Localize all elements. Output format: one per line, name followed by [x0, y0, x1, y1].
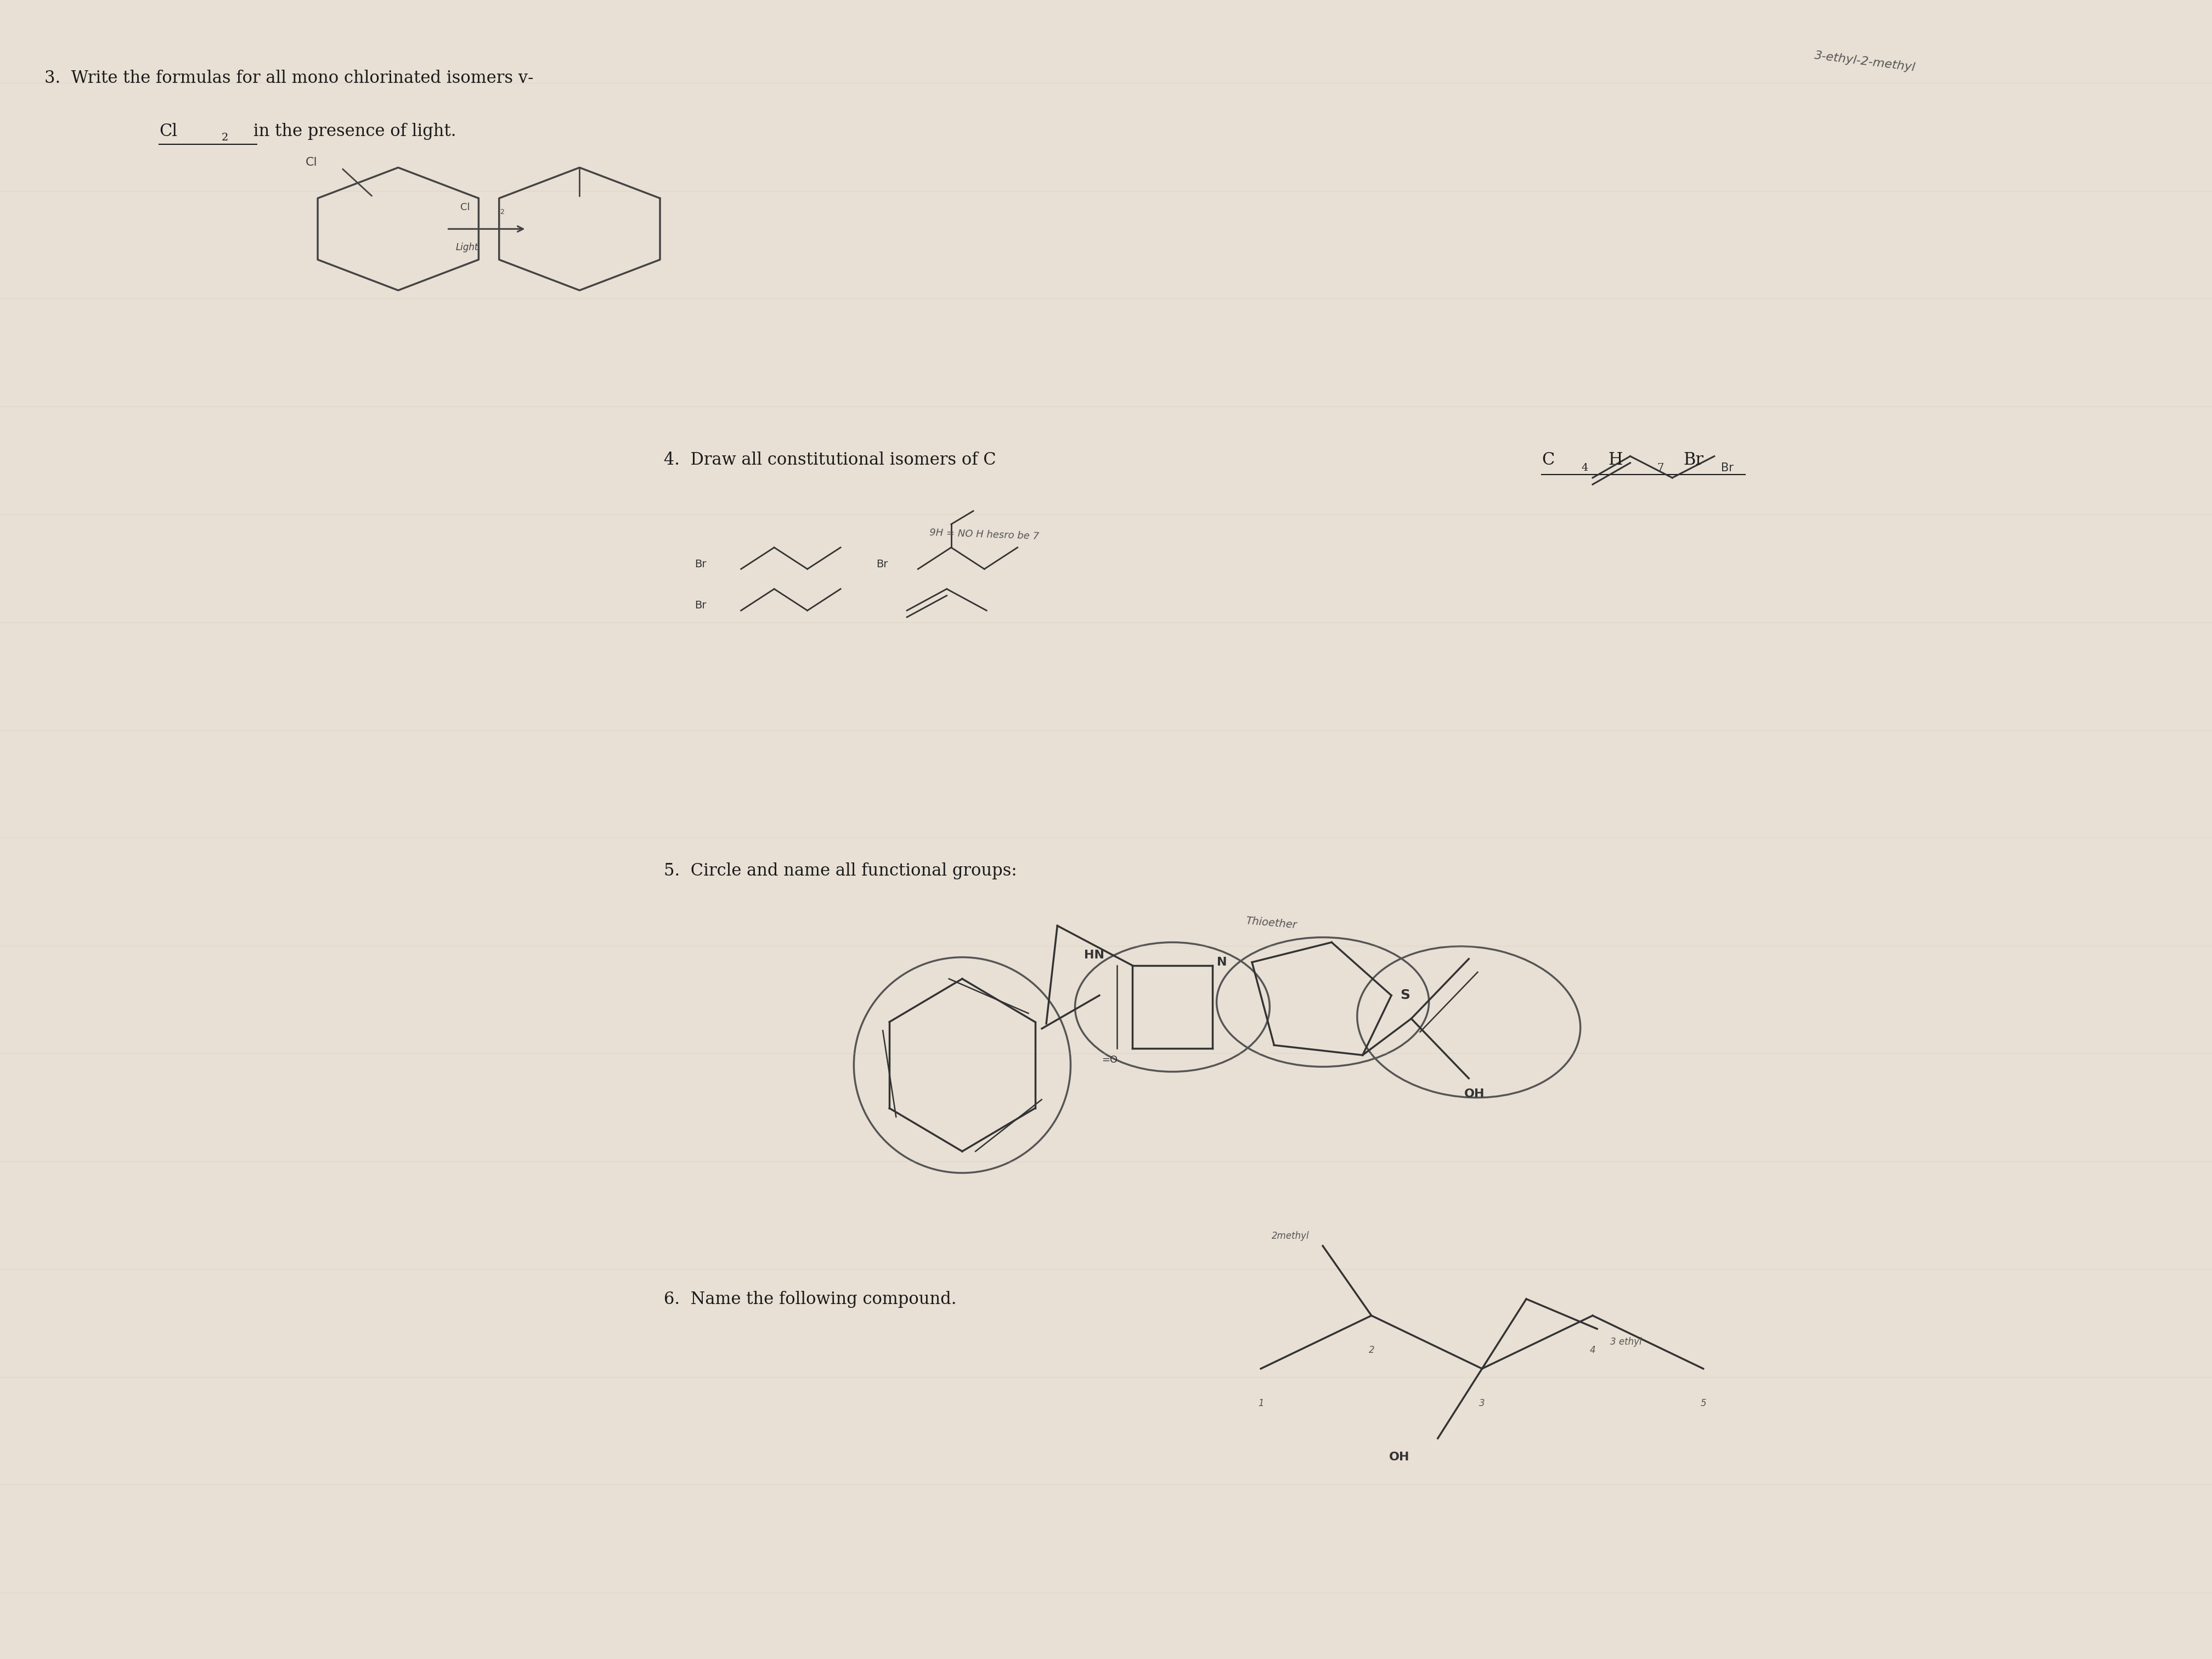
Text: Br: Br	[1683, 451, 1703, 468]
Text: S: S	[1400, 989, 1409, 1002]
Text: 3.  Write the formulas for all mono chlorinated isomers v-: 3. Write the formulas for all mono chlor…	[44, 70, 533, 86]
Text: 7: 7	[1657, 463, 1663, 473]
Text: =O: =O	[1102, 1055, 1117, 1065]
Text: 3 ethyl: 3 ethyl	[1610, 1337, 1641, 1347]
Text: Br: Br	[695, 601, 706, 611]
Text: OH: OH	[1464, 1088, 1484, 1100]
Text: HN: HN	[1084, 949, 1104, 961]
Text: 5: 5	[1701, 1399, 1705, 1408]
Text: Cl: Cl	[460, 202, 469, 212]
Text: 4.  Draw all constitutional isomers of C: 4. Draw all constitutional isomers of C	[664, 451, 995, 468]
Text: Thioether: Thioether	[1245, 916, 1298, 931]
Text: 3: 3	[1480, 1399, 1484, 1408]
Text: Br: Br	[695, 559, 706, 569]
Text: 2: 2	[221, 133, 228, 143]
Text: in the presence of light.: in the presence of light.	[248, 123, 456, 139]
Text: 4: 4	[1590, 1345, 1595, 1355]
Text: Cl: Cl	[159, 123, 177, 139]
Text: 2methyl: 2methyl	[1272, 1231, 1310, 1241]
Text: C: C	[1542, 451, 1555, 468]
Text: OH: OH	[1389, 1452, 1409, 1463]
Text: 5.  Circle and name all functional groups:: 5. Circle and name all functional groups…	[664, 863, 1018, 879]
Text: 6.  Name the following compound.: 6. Name the following compound.	[664, 1291, 956, 1307]
Text: N: N	[1217, 957, 1228, 967]
Text: 4: 4	[1582, 463, 1588, 473]
Text: 2: 2	[1369, 1345, 1374, 1355]
Text: 9H = NO H hesro be 7: 9H = NO H hesro be 7	[929, 528, 1040, 541]
Text: Br: Br	[876, 559, 887, 569]
Text: Light: Light	[456, 242, 478, 252]
Text: 3-ethyl-2-methyl: 3-ethyl-2-methyl	[1814, 50, 1916, 73]
Text: H: H	[1608, 451, 1624, 468]
Text: 2: 2	[500, 209, 504, 216]
Text: 1: 1	[1259, 1399, 1263, 1408]
Text: Cl: Cl	[305, 158, 316, 168]
Text: Br: Br	[1721, 463, 1734, 473]
